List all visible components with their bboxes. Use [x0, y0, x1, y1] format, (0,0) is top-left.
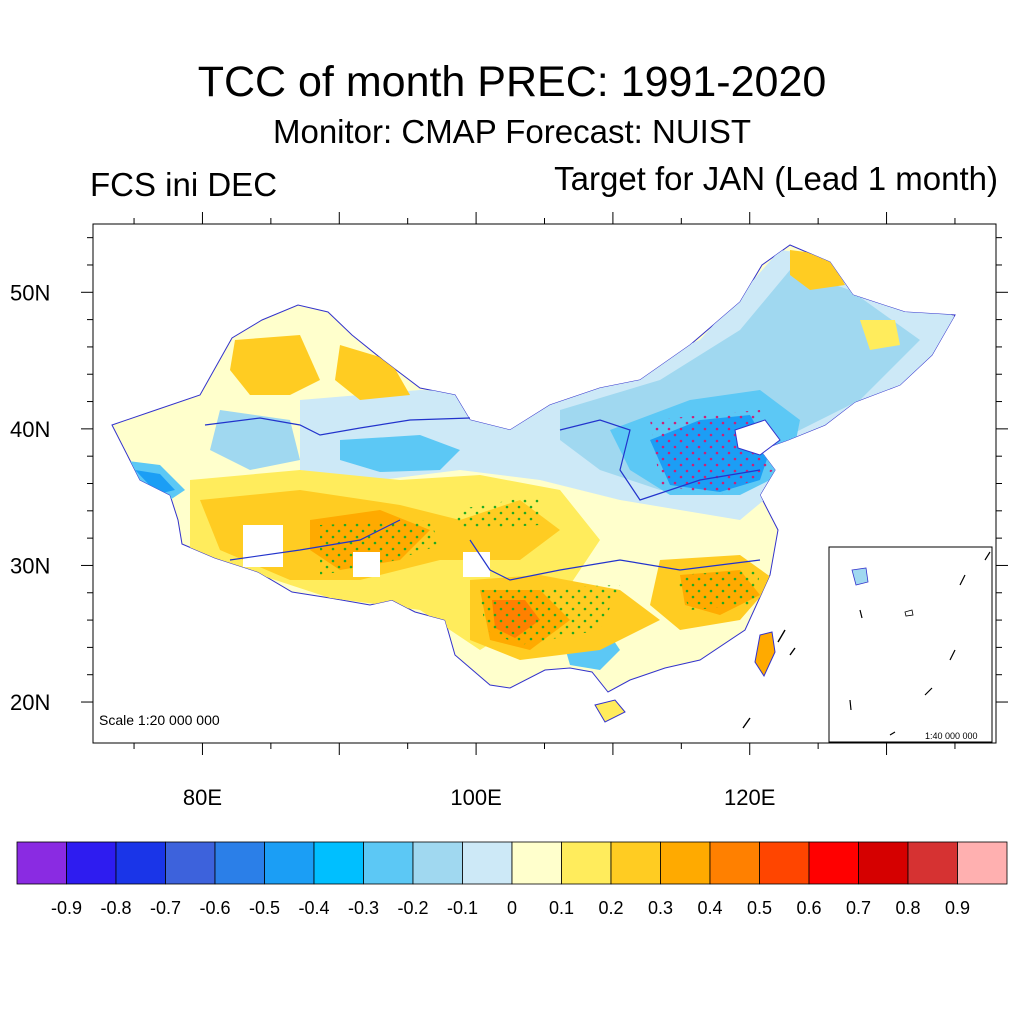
- y-tick-label: 30N: [10, 553, 50, 578]
- colorbar-swatch: [808, 841, 859, 885]
- colorbar-label: 0.7: [846, 898, 871, 918]
- colorbar-label: 0.4: [697, 898, 722, 918]
- target-label: Target for JAN (Lead 1 month): [554, 160, 998, 197]
- y-tick-label: 40N: [10, 417, 50, 442]
- x-tick-label: 100E: [450, 785, 501, 810]
- colorbar-swatch: [313, 841, 364, 885]
- colorbar-swatch: [412, 841, 463, 885]
- colorbar-swatch: [660, 841, 711, 885]
- south-china-sea-inset: 1:40 000 000: [828, 546, 993, 743]
- colorbar-swatch: [66, 841, 117, 885]
- x-tick-label: 80E: [183, 785, 222, 810]
- colorbar-label: -0.6: [199, 898, 230, 918]
- colorbar-swatch: [16, 841, 67, 885]
- colorbar-label: 0.8: [895, 898, 920, 918]
- colorbar-label: -0.1: [447, 898, 478, 918]
- colorbar-label: 0.3: [648, 898, 673, 918]
- yangtze-river: [469, 539, 761, 581]
- colorbar-label: -0.5: [249, 898, 280, 918]
- axis-ticks: 80E 100E 120E 50N 40N 30N 20N: [10, 212, 1008, 810]
- missing-data-cell: [353, 552, 380, 577]
- hainan-island: [594, 699, 626, 723]
- colorbar-label: 0.5: [747, 898, 772, 918]
- missing-data-cell: [243, 525, 283, 567]
- colorbar-label: -0.4: [298, 898, 329, 918]
- colorbar: -0.9 -0.8 -0.7 -0.6 -0.5 -0.4 -0.3 -0.2 -0.1 0 0.1…: [16, 841, 1008, 918]
- chart-subtitle: Monitor: CMAP Forecast: NUIST: [272, 113, 751, 150]
- colorbar-swatch: [610, 841, 661, 885]
- colorbar-swatch: [462, 841, 513, 885]
- colorbar-swatch: [907, 841, 958, 885]
- colorbar-label: 0.6: [796, 898, 821, 918]
- colorbar-label: -0.9: [51, 898, 82, 918]
- colorbar-swatch: [561, 841, 612, 885]
- main-scale-label: Scale 1:20 000 000: [99, 712, 220, 728]
- yarlung-river: [229, 519, 401, 561]
- colorbar-swatch: [363, 841, 414, 885]
- colorbar-swatch: [165, 841, 216, 885]
- colorbar-swatch: [709, 841, 760, 885]
- colorbar-swatch: [957, 841, 1008, 885]
- river: [204, 417, 471, 436]
- yellow-river: [559, 419, 761, 501]
- colorbar-swatch: [759, 841, 810, 885]
- taiwan-island: [754, 631, 776, 678]
- colorbar-label: 0.1: [549, 898, 574, 918]
- colorbar-swatch: [214, 841, 265, 885]
- inset-scale-label: 1:40 000 000: [925, 731, 978, 741]
- island-markers: [742, 629, 796, 729]
- colorbar-swatch: [264, 841, 315, 885]
- colorbar-label: -0.3: [348, 898, 379, 918]
- x-tick-label: 120E: [724, 785, 775, 810]
- colorbar-label: -0.7: [150, 898, 181, 918]
- bohai-sea: [734, 419, 781, 456]
- colorbar-swatch: [858, 841, 909, 885]
- chart-title: TCC of month PREC: 1991-2020: [197, 58, 827, 106]
- missing-data-cell: [463, 552, 490, 577]
- colorbar-label: 0: [507, 898, 517, 918]
- colorbar-label: 0.2: [598, 898, 623, 918]
- colorbar-label: -0.8: [100, 898, 131, 918]
- y-tick-label: 50N: [10, 280, 50, 305]
- colorbar-swatch: [115, 841, 166, 885]
- y-tick-label: 20N: [10, 690, 50, 715]
- colorbar-label: -0.2: [397, 898, 428, 918]
- colorbar-swatch: [511, 841, 562, 885]
- forecast-init-label: FCS ini DEC: [90, 166, 278, 203]
- colorbar-label: 0.9: [945, 898, 970, 918]
